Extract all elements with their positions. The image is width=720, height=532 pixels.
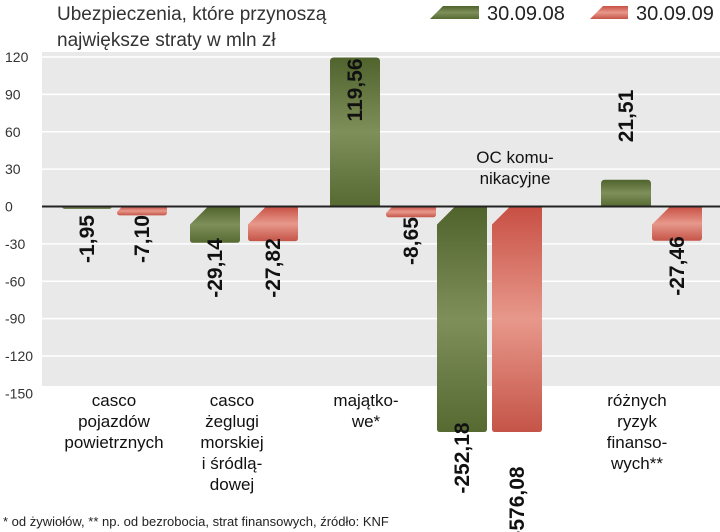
y-tick-label: -30 (5, 236, 25, 252)
bar-2008 (437, 206, 487, 432)
chart-title-line-1: Ubezpieczenia, które przynoszą (57, 4, 327, 25)
category-label: OC komu-nikacyjne (476, 148, 553, 188)
category-label-line: żeglugi (205, 412, 259, 431)
value-label-2009: -576,08 (506, 466, 529, 532)
legend-swatch-2008 (430, 6, 479, 19)
category-label-line: ryzyk (617, 412, 657, 431)
category-label-line: OC komu- (476, 148, 553, 167)
grid-lines (42, 56, 720, 395)
legend-swatch-2009 (590, 6, 628, 19)
y-axis-tick-labels: 120 90 60 30 0 -30 -60 -90 -120 -150 (5, 49, 33, 401)
legend-label-2008: 30.09.08 (487, 3, 565, 25)
category-label-line: różnych (607, 391, 667, 410)
category-label-line: majątko- (333, 391, 398, 410)
y-tick-label: 90 (5, 86, 21, 102)
value-label-2008: -252,18 (451, 422, 474, 494)
bar-2009 (652, 206, 702, 241)
category-label-line: pojazdów (78, 412, 151, 431)
value-labels: -1,95 -29,14 119,56 -252,18 21,51 -7,10 -27,82… (76, 58, 689, 532)
value-label-2009: -8,65 (400, 217, 423, 265)
category-labels: casco pojazdów powietrznych casco żeglugi mor… (64, 148, 667, 494)
category-label-line: we* (351, 412, 381, 431)
category-label-line: powietrznych (64, 433, 163, 452)
category-label-line: i śródlą- (202, 454, 262, 473)
bar-2008 (190, 206, 240, 243)
category-label: casco pojazdów powietrznych (64, 391, 163, 452)
bar-2009 (248, 206, 298, 242)
bar-2008 (330, 57, 380, 207)
y-tick-label: -90 (5, 311, 25, 327)
bar-2009 (386, 206, 436, 218)
y-tick-label: 120 (5, 49, 29, 65)
y-tick-label: 30 (5, 161, 21, 177)
y-tick-label: -120 (5, 348, 33, 364)
chart-title-line-2: największe straty w mln zł (57, 30, 276, 51)
value-label-2008: -29,14 (204, 238, 227, 298)
value-label-2008: 119,56 (344, 58, 367, 121)
y-tick-label: 60 (5, 124, 21, 140)
y-tick-label: 0 (5, 199, 13, 215)
bar-2009 (492, 206, 542, 432)
legend-label-2009: 30.09.09 (636, 3, 714, 25)
category-label-line: morskiej (200, 433, 263, 452)
category-label: majątko-we* (333, 391, 398, 431)
y-tick-label: -150 (5, 385, 33, 401)
category-label-line: wych** (610, 454, 663, 473)
category-label-line: finanso- (607, 433, 667, 452)
category-label-line: casco (210, 391, 254, 410)
value-label-2008: 21,51 (615, 89, 638, 142)
category-label-line: dowej (210, 475, 254, 494)
legend: 30.09.08 30.09.09 (430, 3, 714, 25)
category-label-line: nikacyjne (480, 169, 551, 188)
category-label-line: casco (92, 391, 136, 410)
bar-2008 (601, 179, 651, 207)
category-label: casco żeglugi morskiej i śródlą-dowej (200, 391, 263, 494)
footnote: * od żywiołów, ** np. od bezrobocia, str… (3, 514, 389, 529)
category-label: różnych ryzyk finanso-wych** (607, 391, 667, 473)
y-tick-label: -60 (5, 273, 25, 289)
bar-2009 (117, 206, 167, 216)
value-label-2009: -27,46 (666, 236, 689, 296)
value-label-2009: -7,10 (131, 215, 154, 263)
value-label-2008: -1,95 (76, 215, 99, 263)
plot-background (42, 52, 720, 386)
value-label-2009: -27,82 (262, 238, 285, 298)
